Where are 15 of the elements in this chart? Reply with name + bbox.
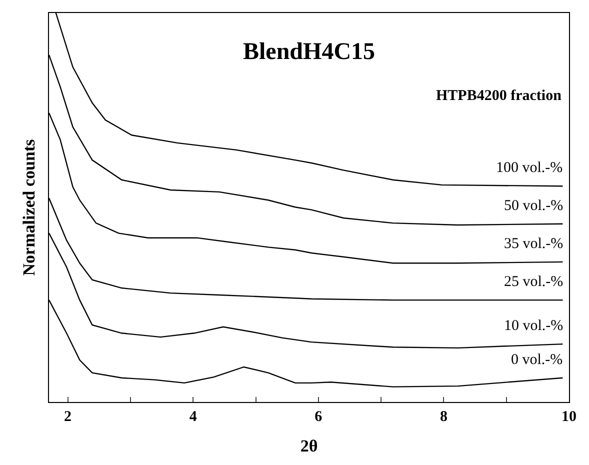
x-tick-label: 8 bbox=[440, 409, 448, 426]
x-tick-label: 6 bbox=[314, 409, 323, 426]
x-tick-label: 10 bbox=[562, 409, 576, 426]
series-label: 10 vol.-% bbox=[504, 318, 564, 334]
series-label: 25 vol.-% bbox=[504, 274, 564, 290]
y-axis-title: Normalized counts bbox=[19, 138, 38, 276]
legend-title: HTPB4200 fraction bbox=[436, 88, 562, 104]
series-label: 0 vol.-% bbox=[511, 352, 563, 368]
x-axis-title: 2θ bbox=[300, 436, 318, 456]
x-tick-label: 4 bbox=[189, 409, 198, 426]
text: BlendH4C15 bbox=[243, 39, 376, 65]
series-label: 35 vol.-% bbox=[504, 236, 564, 252]
series-label: 50 vol.-% bbox=[504, 198, 564, 214]
x-tick-label: 2 bbox=[64, 409, 72, 426]
series-label: 100 vol.-% bbox=[496, 160, 563, 176]
